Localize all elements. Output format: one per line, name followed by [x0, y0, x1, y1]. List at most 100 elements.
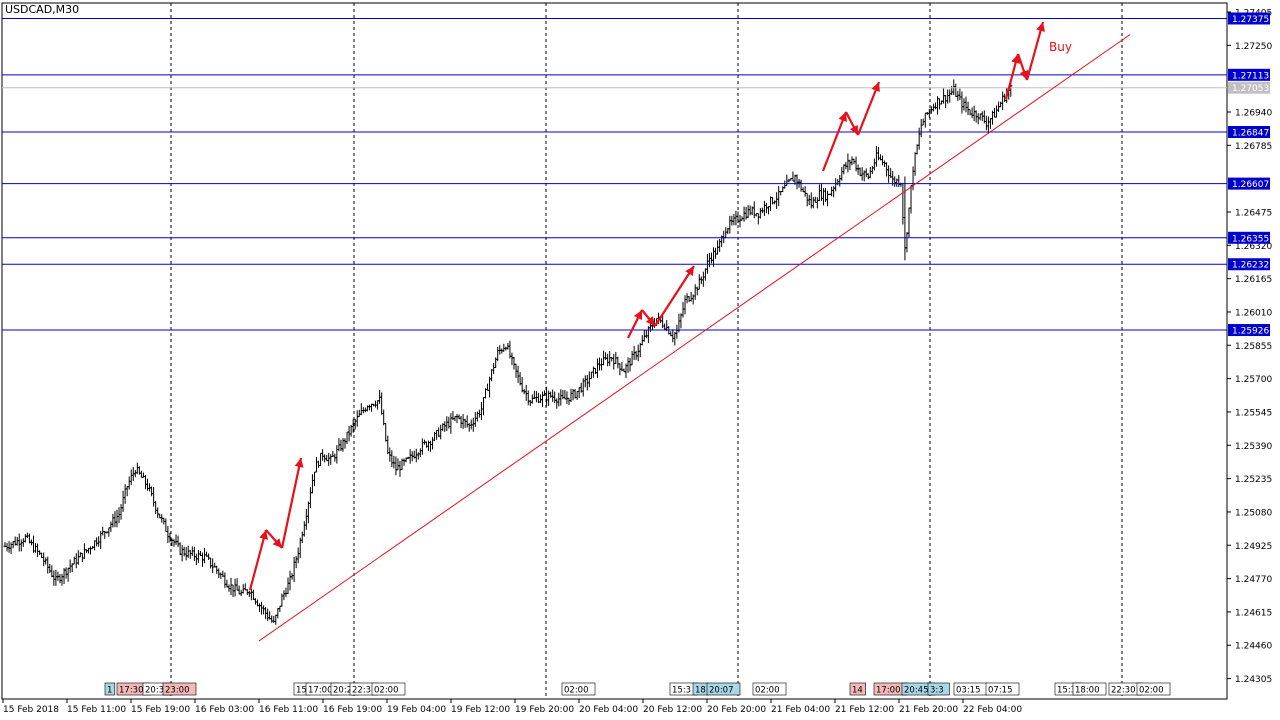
- price-tick-label: 1.24925: [1235, 542, 1272, 552]
- session-marker-box: [706, 682, 741, 696]
- arrow-segment: [654, 265, 695, 327]
- arrow-segment: [856, 81, 881, 136]
- session-markers: 1 17:30 20:3 23:00 15 17:00 20:2 22:3 02:00 02:00…: [104, 682, 1171, 696]
- price-tick-label: 1.26475: [1235, 208, 1272, 218]
- level-price-label: 1.27375: [1232, 15, 1269, 25]
- session-marker-label: 15:3: [1057, 686, 1076, 696]
- level-price-box: [1228, 177, 1270, 190]
- time-tick-label: 22 Feb 04:00: [963, 705, 1022, 715]
- session-marker-box: [104, 682, 116, 696]
- arrow-segment: [1025, 21, 1045, 81]
- time-tick-label: 19 Feb 12:00: [451, 705, 510, 715]
- arrow-segment: [821, 111, 848, 172]
- time-axis[interactable]: 15 Feb 2018 15 Feb 11:00 15 Feb 19:00 16 Fe…: [2, 699, 1022, 715]
- arrow-head: [633, 310, 642, 321]
- session-marker-label: 23:00: [165, 686, 190, 696]
- session-marker-box: [1136, 682, 1171, 696]
- time-tick-label: 21 Feb 12:00: [835, 705, 894, 715]
- session-marker-label: 07:15: [988, 686, 1013, 696]
- session-marker-label: 20:07: [709, 686, 734, 696]
- session-marker-label: 17:00: [308, 686, 333, 696]
- time-tick-label: 21 Feb 04:00: [771, 705, 830, 715]
- price-tick-label: 1.27250: [1235, 42, 1272, 52]
- plot-frame: [1, 2, 1228, 700]
- trendline[interactable]: [258, 34, 1131, 642]
- price-axis[interactable]: 1.274051.272501.269401.267851.264751.263…: [1227, 9, 1272, 686]
- price-tick-label: 1.25235: [1235, 475, 1272, 485]
- price-tick-label: 1.24770: [1235, 575, 1272, 585]
- level-price-box: [1228, 68, 1270, 81]
- session-marker-label: 18:00: [1075, 686, 1100, 696]
- time-tick-label: 19 Feb 20:00: [515, 705, 574, 715]
- price-tick-label: 1.26165: [1235, 275, 1272, 285]
- arrow-head: [645, 316, 655, 326]
- session-marker-label: 02:00: [564, 686, 589, 696]
- arrow-head: [294, 458, 304, 468]
- session-marker-label: 02:00: [374, 686, 399, 696]
- session-marker-box: [162, 682, 197, 696]
- session-marker-label: 1: [107, 686, 112, 696]
- arrow-head: [259, 530, 269, 540]
- time-tick-label: 15 Feb 19:00: [131, 705, 190, 715]
- symbol-label: USDCAD,M30: [5, 3, 79, 16]
- session-marker-label: 22:3: [352, 686, 371, 696]
- session-marker-label: 17:00: [876, 686, 901, 696]
- trendline-segment[interactable]: [258, 34, 1131, 642]
- session-marker-label: 15: [296, 686, 307, 696]
- session-marker-box: [561, 682, 596, 696]
- horizontal-levels[interactable]: [2, 17, 1227, 331]
- price-tick-label: 1.26320: [1235, 242, 1272, 252]
- price-tick-label: 1.26785: [1235, 142, 1272, 152]
- time-tick-label: 20 Feb 12:00: [643, 705, 702, 715]
- time-tick-label: 19 Feb 04:00: [387, 705, 446, 715]
- level-price-box: [1228, 126, 1270, 139]
- candles: [2, 79, 1227, 625]
- level-price-box: [1228, 231, 1270, 244]
- time-tick-label: 16 Feb 19:00: [323, 705, 382, 715]
- session-marker-box: [927, 682, 950, 696]
- current-price-box: [1228, 81, 1270, 94]
- price-tick-label: 1.24615: [1235, 608, 1272, 618]
- level-price-label: 1.26355: [1232, 234, 1269, 244]
- level-price-label: 1.26607: [1232, 180, 1269, 190]
- arrow-head: [1036, 22, 1045, 32]
- time-tick-label: 15 Feb 11:00: [67, 705, 126, 715]
- level-price-box: [1228, 258, 1270, 271]
- price-tick-label: 1.24305: [1235, 675, 1272, 685]
- level-price-box: [1228, 12, 1270, 25]
- session-marker-label: 20:3: [145, 686, 164, 696]
- session-marker-label: 02:00: [755, 686, 780, 696]
- time-tick-label: 15 Feb 2018: [3, 705, 59, 715]
- session-marker-label: 20:45: [904, 686, 929, 696]
- price-tick-label: 1.25080: [1235, 508, 1272, 518]
- buy-annotation: Buy: [1049, 40, 1072, 54]
- price-tick-label: 1.26010: [1235, 308, 1272, 318]
- arrow-head: [272, 538, 282, 548]
- price-tick-label: 1.24460: [1235, 642, 1272, 652]
- arrow-segment: [280, 457, 303, 549]
- session-marker-box: [371, 682, 406, 696]
- level-price-label: 1.25926: [1232, 327, 1269, 337]
- session-marker-label: 14: [852, 686, 863, 696]
- price-tick-label: 1.25700: [1235, 375, 1272, 385]
- arrow-annotations: [248, 21, 1045, 591]
- arrow-head: [685, 266, 694, 276]
- time-tick-label: 20 Feb 20:00: [707, 705, 766, 715]
- level-price-box: [1228, 324, 1270, 337]
- session-marker-box: [1072, 682, 1107, 696]
- arrow-head: [871, 82, 880, 93]
- session-marker-label: 15:3: [672, 686, 691, 696]
- time-tick-label: 16 Feb 03:00: [195, 705, 254, 715]
- plot-border: [1, 2, 1228, 700]
- price-tick-label: 1.25390: [1235, 442, 1272, 452]
- session-marker-label: 3:3: [930, 686, 944, 696]
- price-tick-label: 1.25545: [1235, 408, 1272, 418]
- session-marker-box: [985, 682, 1020, 696]
- arrow-segment: [248, 529, 268, 591]
- session-marker-label: 18: [695, 686, 706, 696]
- session-marker-label: 20:2: [333, 686, 352, 696]
- session-marker-label: 02:00: [1139, 686, 1164, 696]
- arrow-head: [838, 112, 847, 123]
